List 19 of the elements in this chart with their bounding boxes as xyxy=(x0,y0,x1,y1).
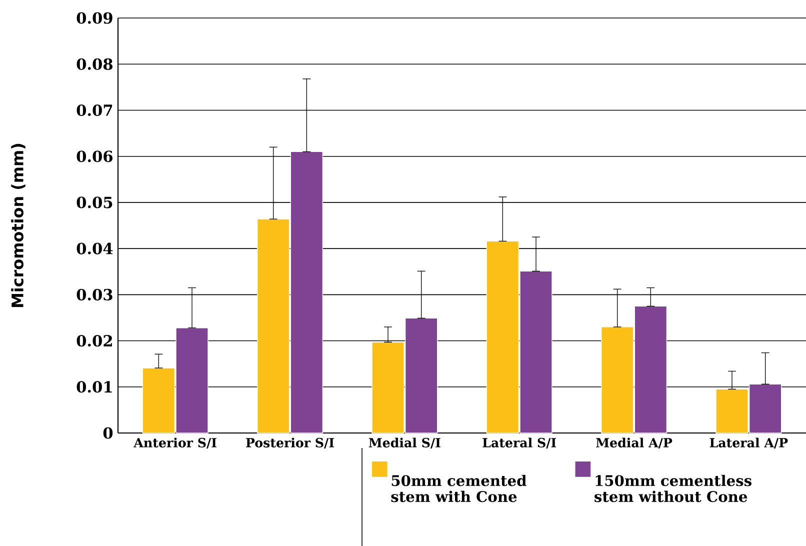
legend-label: 150mm cementless stem without Cone xyxy=(594,474,752,502)
legend-label: 50mm cemented stem with Cone xyxy=(391,474,526,502)
y-tick-label: 0.06 xyxy=(76,150,112,162)
y-tick-label: 0.03 xyxy=(76,288,112,300)
x-tick-label: Posterior S/I xyxy=(246,438,334,448)
y-tick-label: 0.01 xyxy=(76,381,112,393)
y-tick-label: 0.09 xyxy=(76,12,112,24)
y-axis-title: Micromotion (mm) xyxy=(11,144,26,307)
x-tick-label: Anterior S/I xyxy=(134,438,216,448)
x-tick-label: Lateral A/P xyxy=(710,438,788,448)
y-tick-label: 0.07 xyxy=(76,104,112,116)
x-tick-label: Medial S/I xyxy=(368,438,440,448)
y-tick-label: 0.02 xyxy=(76,335,112,347)
x-tick-label: Lateral S/I xyxy=(482,438,556,448)
y-tick-label: 0.08 xyxy=(76,58,112,70)
x-tick-label: Medial A/P xyxy=(596,438,672,448)
y-tick-label: 0.04 xyxy=(76,242,113,254)
y-tick-label: 0.05 xyxy=(76,196,112,208)
y-tick-label: 0 xyxy=(103,427,113,439)
